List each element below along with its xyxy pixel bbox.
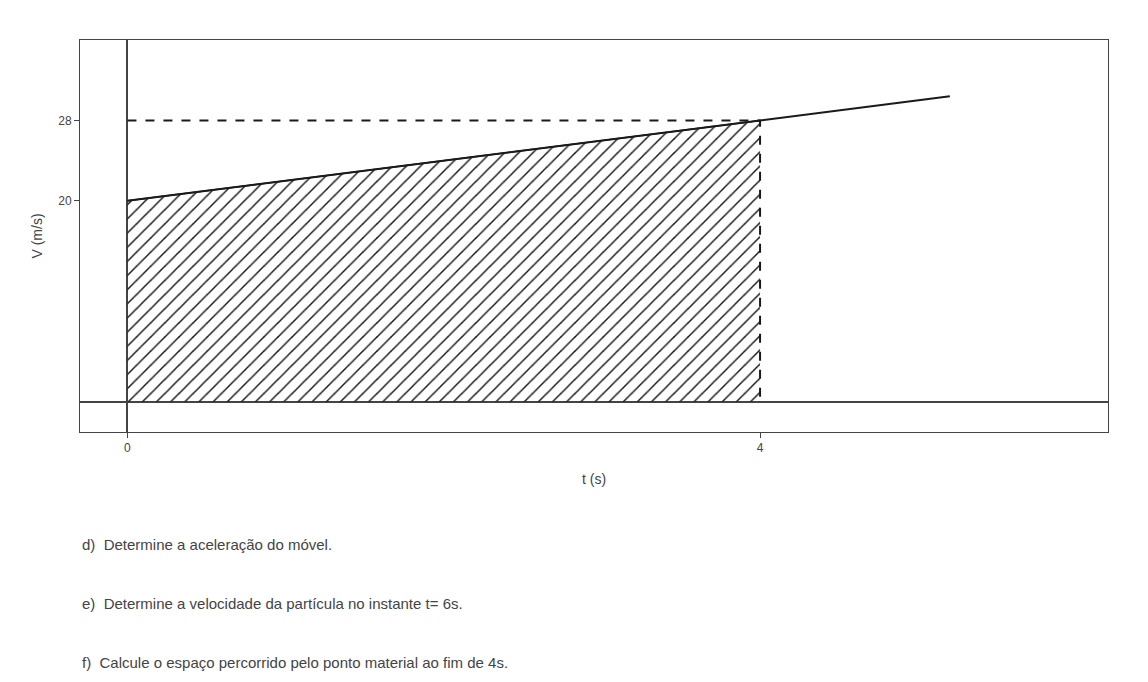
svg-text:e) Determine a velocidade da: e) Determine a velocidade da partícula n… [82,595,463,612]
svg-text:0: 0 [124,441,131,455]
svg-text:f) Calcule o espaço percorrid: f) Calcule o espaço percorrido pelo pont… [82,654,508,671]
svg-text:d) Determine a aceleração do: d) Determine a aceleração do móvel. [82,536,332,553]
svg-text:28: 28 [58,114,72,128]
svg-text:20: 20 [58,194,72,208]
svg-text:4: 4 [757,441,764,455]
svg-text:V (m/s): V (m/s) [29,213,45,258]
svg-text:t (s): t (s) [582,471,606,487]
